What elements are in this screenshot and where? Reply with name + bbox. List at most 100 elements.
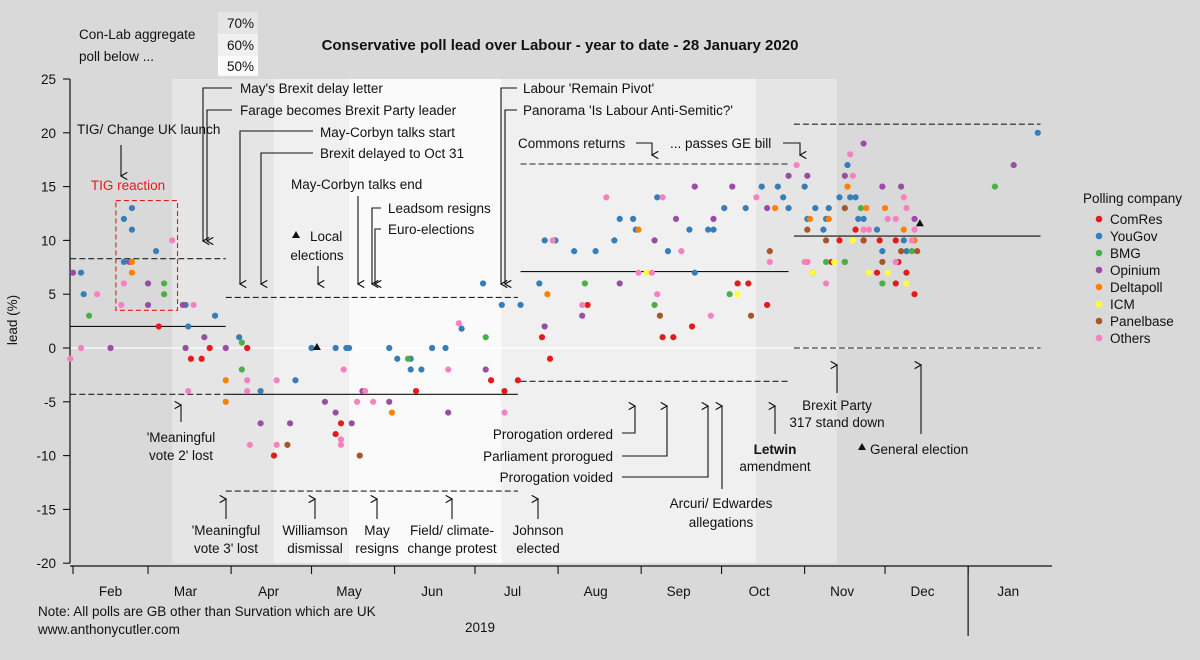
annotation-brexit-party: Brexit Party xyxy=(802,398,872,413)
arrow-icon xyxy=(622,406,667,457)
poll-point-bmg xyxy=(404,355,412,362)
poll-point-comres xyxy=(688,323,696,330)
shade-band xyxy=(274,79,350,564)
poll-point-comres xyxy=(501,387,508,395)
poll-point-yougov xyxy=(536,280,543,287)
x-tick-label: Sep xyxy=(667,584,691,599)
poll-point-others xyxy=(77,344,85,352)
annotation-farage: Farage becomes Brexit Party leader xyxy=(240,103,457,118)
annotation-may-resigns: May xyxy=(364,523,390,538)
poll-point-yougov xyxy=(257,387,264,395)
annotation-williamson: Williamson xyxy=(282,523,347,538)
poll-point-yougov xyxy=(691,269,698,276)
poll-point-bmg xyxy=(482,334,489,341)
legend-title: Polling company xyxy=(1083,191,1182,206)
shade-band xyxy=(349,79,502,564)
poll-point-opinium xyxy=(321,398,329,405)
poll-point-others xyxy=(455,320,463,327)
tig-reaction-box xyxy=(115,200,179,311)
annotation-brexit-party-2: 317 stand down xyxy=(789,415,884,430)
arrow-icon xyxy=(636,142,652,155)
poll-point-opinium xyxy=(182,344,189,352)
poll-point-yougov xyxy=(873,226,881,233)
annotation-local-elections-2: elections xyxy=(290,248,344,263)
poll-point-opinium xyxy=(541,323,548,330)
y-tick-label: 5 xyxy=(48,287,56,302)
poll-point-deltapoll xyxy=(222,398,229,405)
poll-point-comres xyxy=(745,280,752,287)
annotation-may-delay-letter: May's Brexit delay letter xyxy=(240,81,383,96)
poll-point-others xyxy=(707,312,714,319)
poll-point-others xyxy=(603,194,610,201)
poll-point-panelbase xyxy=(766,248,773,255)
poll-point-opinium xyxy=(860,140,867,147)
poll-point-yougov xyxy=(616,215,623,222)
poll-point-comres xyxy=(412,387,420,395)
arrow-icon xyxy=(372,207,381,284)
poll-point-yougov xyxy=(345,344,353,352)
website-link[interactable]: www.anthonycutler.com xyxy=(37,622,180,637)
arrow-icon xyxy=(375,228,381,284)
shade-key-70 xyxy=(218,12,258,34)
arrow-icon xyxy=(501,87,517,284)
poll-point-others xyxy=(273,441,280,448)
poll-point-panelbase xyxy=(860,237,867,244)
y-tick-label: 10 xyxy=(41,233,56,248)
poll-point-yougov xyxy=(705,226,712,233)
poll-point-icm xyxy=(903,280,910,287)
poll-point-panelbase xyxy=(656,312,664,319)
poll-point-opinium xyxy=(222,344,229,352)
poll-point-others xyxy=(822,280,830,287)
annotation-mv2-2: vote 2' lost xyxy=(149,448,213,463)
legend-swatch xyxy=(1095,266,1103,274)
poll-point-deltapoll xyxy=(128,269,136,276)
poll-point-opinium xyxy=(144,280,152,287)
x-tick-label: Nov xyxy=(830,584,854,599)
legend-item-label: BMG xyxy=(1110,246,1141,261)
poll-point-yougov xyxy=(879,248,886,255)
x-tick-label: Oct xyxy=(749,584,770,599)
poll-point-opinium xyxy=(445,409,452,416)
x-tick-label: Aug xyxy=(584,584,608,599)
poll-point-opinium xyxy=(672,215,680,222)
poll-point-others xyxy=(370,398,377,405)
annotation-euro-elections: Euro-elections xyxy=(388,222,475,237)
poll-point-comres xyxy=(764,301,771,309)
poll-point-yougov xyxy=(1034,129,1041,136)
poll-point-panelbase xyxy=(914,248,921,255)
poll-point-deltapoll xyxy=(825,215,832,222)
poll-point-yougov xyxy=(801,183,808,190)
shade-key-label: 70% xyxy=(227,16,254,31)
poll-point-others xyxy=(892,258,899,266)
poll-point-yougov xyxy=(128,205,136,212)
annotation-letwin-2: amendment xyxy=(739,459,811,474)
poll-point-yougov xyxy=(592,248,599,255)
arrow-icon xyxy=(261,152,313,284)
x-tick-label: Feb xyxy=(99,584,122,599)
poll-point-yougov xyxy=(479,280,487,287)
poll-point-opinium xyxy=(729,183,736,190)
legend-item-label: Opinium xyxy=(1110,263,1160,278)
shade-band xyxy=(172,79,274,564)
poll-point-deltapoll xyxy=(222,377,229,384)
poll-point-comres xyxy=(487,377,495,384)
y-tick-label: 15 xyxy=(41,180,56,195)
legend-swatch xyxy=(1095,232,1103,240)
poll-point-others xyxy=(353,398,361,405)
shade-band xyxy=(756,79,837,564)
poll-point-others xyxy=(908,237,915,244)
annotation-johnson-2: elected xyxy=(516,541,560,556)
poll-point-yougov xyxy=(844,161,851,169)
poll-point-deltapoll xyxy=(544,291,551,298)
poll-point-yougov xyxy=(292,377,299,384)
annotation-arcuri-2: allegations xyxy=(689,515,754,530)
poll-point-icm xyxy=(831,258,838,266)
poll-point-panelbase xyxy=(898,248,905,255)
poll-point-yougov xyxy=(394,355,401,362)
annotation-talks-end: May-Corbyn talks end xyxy=(291,177,422,192)
poll-point-opinium xyxy=(710,215,717,222)
poll-point-bmg xyxy=(581,280,588,287)
poll-point-bmg xyxy=(857,205,865,212)
poll-point-deltapoll xyxy=(844,183,851,190)
poll-point-comres xyxy=(892,280,899,287)
